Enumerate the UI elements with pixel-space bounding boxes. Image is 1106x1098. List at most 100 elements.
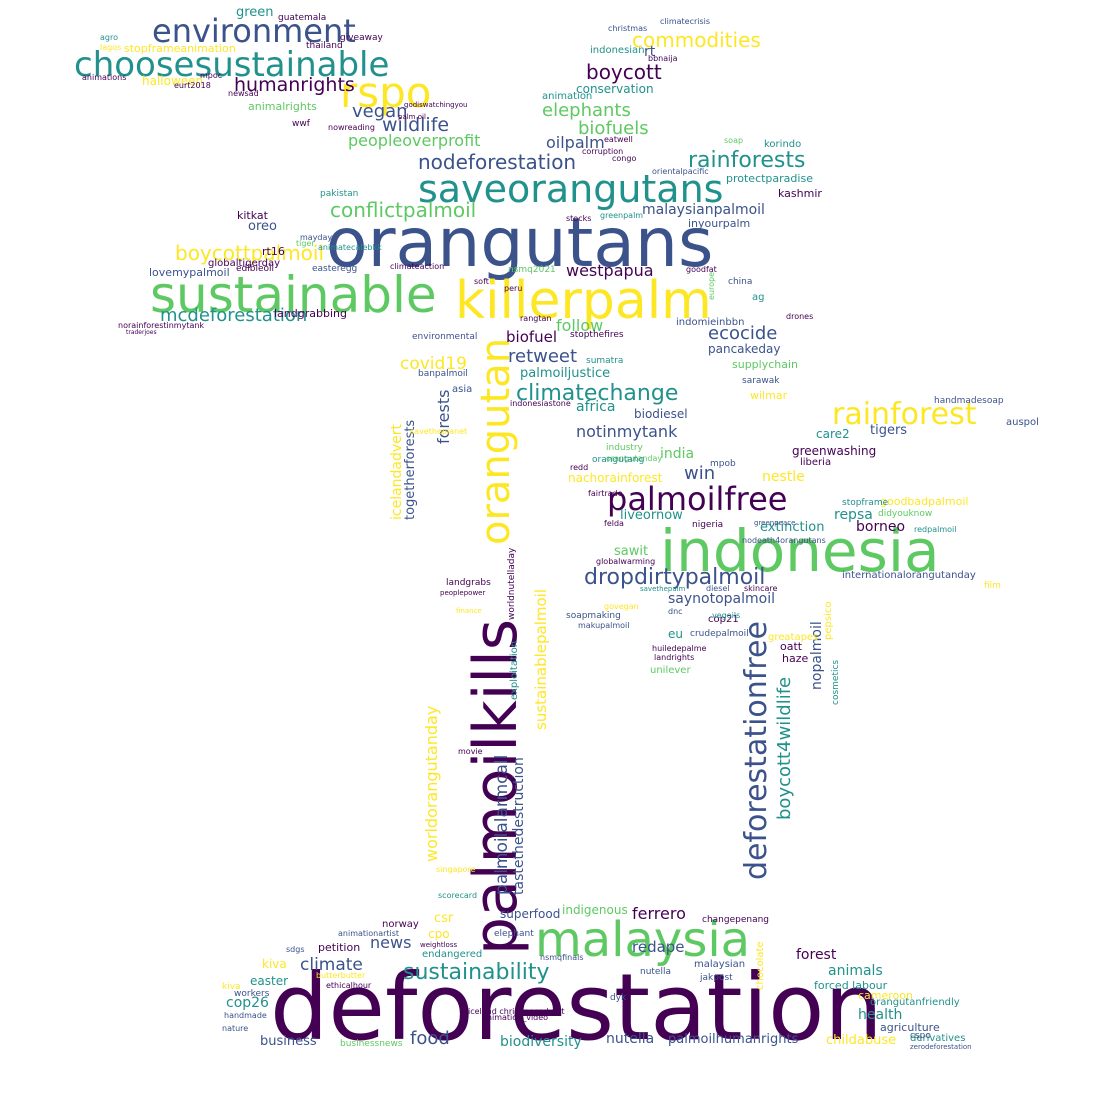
word-environment: environment bbox=[152, 12, 356, 50]
word-skincare: skincare bbox=[744, 584, 778, 593]
word-worldorangutanday: worldorangutanday bbox=[422, 705, 441, 862]
word-bbnaija: bbnaija bbox=[648, 54, 678, 63]
word-covid19: covid19 bbox=[400, 354, 467, 374]
word-rspo: rspo bbox=[340, 68, 432, 117]
word-nsmqfinals: nsmqfinals bbox=[540, 953, 584, 962]
word-boycott: boycott bbox=[586, 60, 662, 84]
word-sustainability: sustainability bbox=[403, 960, 550, 985]
word-peoplepower: peoplepower bbox=[440, 589, 486, 597]
word-palmoilfree: palmoilfree bbox=[607, 480, 788, 518]
word-stocks: stocks bbox=[566, 214, 592, 223]
word-fairtrade: fairtrade bbox=[588, 489, 623, 498]
word-indomieinbbn: indomieinbbn bbox=[676, 317, 745, 328]
word-csr: csr bbox=[434, 911, 454, 926]
word-elephants: elephants bbox=[542, 100, 631, 121]
word-tiger: tiger bbox=[296, 239, 315, 248]
word-didyouknow: didyouknow bbox=[878, 509, 933, 519]
word-auspol: auspol bbox=[1006, 417, 1039, 428]
word-news: news bbox=[370, 933, 412, 952]
word-biodiesel: biodiesel bbox=[634, 407, 688, 421]
word-kashmir: kashmir bbox=[778, 187, 822, 200]
word-mpoc: mpoc bbox=[200, 71, 223, 80]
word-palmoiljustice: palmoiljustice bbox=[520, 366, 611, 381]
word-orangutanfriendly: orangutanfriendly bbox=[870, 997, 960, 1008]
word-peru: peru bbox=[504, 284, 523, 293]
word-finance: finance bbox=[456, 607, 482, 615]
word-industry: industry bbox=[606, 443, 643, 453]
word-congo: congo bbox=[612, 154, 637, 163]
word-biofuels: biofuels bbox=[578, 118, 649, 139]
word-norway: norway bbox=[382, 919, 419, 930]
word-stopframe: stopframe bbox=[842, 498, 889, 508]
word-norainforestinmytank: norainforestinmytank bbox=[118, 321, 205, 330]
word-biofuel: biofuel bbox=[506, 328, 558, 346]
word-nodeforestation: nodeforestation bbox=[418, 150, 577, 174]
word-singapore: singapore bbox=[436, 865, 476, 874]
word-christmas: christmas bbox=[608, 24, 648, 33]
word-worldnutelladay: worldnutelladay bbox=[507, 547, 517, 620]
word-petition: petition bbox=[318, 941, 361, 954]
word-oatt: oatt bbox=[780, 640, 803, 653]
word-eatwell: eatwell bbox=[604, 135, 633, 144]
word-corruption: corruption bbox=[582, 147, 624, 156]
word-indonesiastone: indonesiastone bbox=[510, 399, 571, 408]
word-redpalmoil: redpalmoil bbox=[914, 525, 957, 534]
word-conservation: conservation bbox=[576, 82, 654, 96]
word-humanrights: humanrights bbox=[234, 74, 355, 96]
word-malaysianpalmoil: malaysianpalmoil bbox=[642, 202, 765, 218]
word-follow: follow bbox=[556, 316, 604, 335]
word-borneo: borneo bbox=[856, 519, 906, 535]
word-wilmar: wilmar bbox=[750, 389, 788, 402]
word-nachorainforest: nachorainforest bbox=[568, 471, 663, 485]
word-giveaway: giveaway bbox=[340, 33, 383, 43]
word-redape: redape bbox=[632, 938, 685, 956]
word-elephant: elephant bbox=[494, 929, 534, 939]
word-soapmaking: soapmaking bbox=[566, 611, 621, 621]
word-goodbadpalmoil: goodbadpalmoil bbox=[880, 495, 969, 508]
word-conflictpalmoil: conflictpalmoil bbox=[330, 198, 477, 222]
word-sdgs: sdgs bbox=[286, 945, 305, 954]
word-repsa: repsa bbox=[834, 507, 873, 523]
word-sawit: sawit bbox=[614, 544, 649, 559]
word-tigers: tigers bbox=[870, 423, 908, 438]
word-banpalmoil: banpalmoil bbox=[418, 369, 468, 379]
word-supplychain: supplychain bbox=[732, 358, 799, 371]
word-ecocide: ecocide bbox=[708, 323, 778, 344]
word-wildlife: wildlife bbox=[382, 114, 450, 136]
word-animation: animation bbox=[542, 91, 593, 102]
word-cpo: cpo bbox=[428, 927, 450, 941]
word-climatechange: climatechange bbox=[516, 381, 679, 406]
word-eurt2018: eurt2018 bbox=[174, 81, 211, 90]
word-orangutan: orangutan bbox=[473, 337, 519, 545]
word-dyk: dyk bbox=[610, 993, 627, 1003]
word-nutella: nutella bbox=[606, 1031, 655, 1047]
word-ag: ag bbox=[752, 292, 765, 303]
word-boycott4wildlife: boycott4wildlife bbox=[774, 676, 795, 820]
word-forest: forest bbox=[796, 947, 837, 963]
word-govegan: govegan bbox=[604, 602, 639, 611]
word-weightloss: weightloss bbox=[420, 941, 458, 949]
word-climatecrisis: climatecrisis bbox=[660, 17, 711, 26]
word-saveorangutans: saveorangutans bbox=[418, 167, 724, 211]
word-nature: nature bbox=[222, 1024, 249, 1033]
word-nutella-2: nutella bbox=[640, 967, 671, 977]
word-sarawak: sarawak bbox=[742, 376, 780, 386]
word-redd: redd bbox=[570, 463, 589, 472]
word-indonesia: indonesia bbox=[660, 517, 940, 585]
word-savethepalm: savethepalm bbox=[640, 585, 686, 593]
word-win: win bbox=[684, 463, 716, 484]
word-animationartist: animationartist bbox=[338, 929, 400, 938]
word-palmoilhumanrights: palmoilhumanrights bbox=[668, 1032, 799, 1047]
word-deforestationfree: deforestationfree bbox=[739, 621, 774, 880]
word-climate: climate bbox=[300, 955, 363, 975]
word-notinmytank: notinmytank bbox=[576, 422, 678, 441]
word-peopleoverprofit: peopleoverprofit bbox=[348, 131, 481, 150]
word-animation-video: animation_video bbox=[482, 1013, 549, 1022]
word-landgrabs: landgrabs bbox=[446, 578, 491, 588]
word-huiledepalme: huiledepalme bbox=[652, 644, 707, 653]
word-extinction: extinction bbox=[760, 520, 825, 535]
word-rainforest: rainforest bbox=[832, 397, 977, 432]
word-eu: eu bbox=[668, 627, 683, 641]
word-westpapua: westpapua bbox=[566, 261, 654, 280]
